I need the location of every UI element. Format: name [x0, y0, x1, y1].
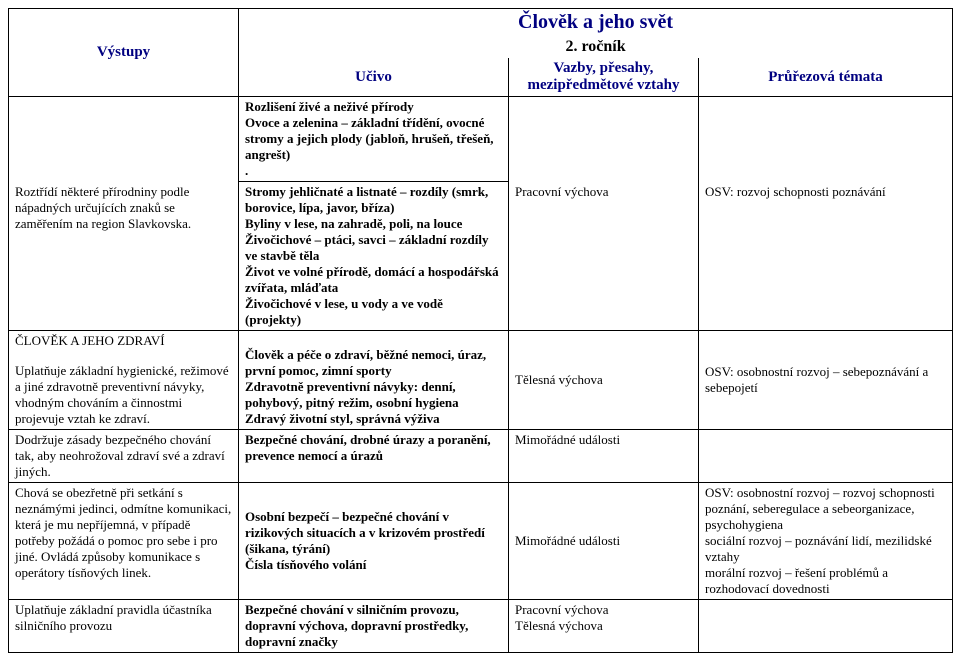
vystupy-cell: Roztřídí některé přírodniny podle nápadn… — [9, 182, 239, 331]
page-subtitle: 2. ročník — [239, 36, 953, 58]
ucivo-cell: Stromy jehličnaté a listnaté – rozdíly (… — [239, 182, 509, 331]
cell-blank — [509, 97, 699, 182]
vystupy-cell: Uplatňuje základní pravidla účastníka si… — [9, 600, 239, 653]
header-prurezova: Průřezová témata — [699, 58, 953, 97]
header-vystupy: Výstupy — [9, 9, 239, 97]
prurezova-cell — [699, 600, 953, 653]
vystupy-cell: Dodržuje zásady bezpečného chování tak, … — [9, 430, 239, 483]
intro-ucivo: Rozlišení živé a neživé přírodyOvoce a z… — [239, 97, 509, 182]
vazby-cell: Pracovní výchova — [509, 182, 699, 331]
vystupy-cell: Chová se obezřetně při setkání s neznámý… — [9, 483, 239, 600]
cell-blank — [699, 97, 953, 182]
vazby-cell: Tělesná výchova — [509, 331, 699, 430]
vazby-cell: Mimořádné události — [509, 483, 699, 600]
header-vazby: Vazby, přesahy, mezipředmětové vztahy — [509, 58, 699, 97]
vazby-cell: Mimořádné události — [509, 430, 699, 483]
vystupy-text: Uplatňuje základní hygienické, režimové … — [15, 363, 232, 427]
header-ucivo: Učivo — [239, 58, 509, 97]
prurezova-cell: OSV: osobnostní rozvoj – sebepoznávání a… — [699, 331, 953, 430]
prurezova-cell: OSV: rozvoj schopnosti poznávání — [699, 182, 953, 331]
cell-blank — [9, 97, 239, 182]
vystupy-cell: ČLOVĚK A JEHO ZDRAVÍ Uplatňuje základní … — [9, 331, 239, 430]
ucivo-cell: Osobní bezpečí – bezpečné chování v rizi… — [239, 483, 509, 600]
vazby-cell: Pracovní výchovaTělesná výchova — [509, 600, 699, 653]
prurezova-cell — [699, 430, 953, 483]
ucivo-cell: Člověk a péče o zdraví, běžné nemoci, úr… — [239, 331, 509, 430]
ucivo-cell: Bezpečné chování v silničním provozu, do… — [239, 600, 509, 653]
section-heading: ČLOVĚK A JEHO ZDRAVÍ — [15, 333, 232, 349]
ucivo-cell: Bezpečné chování, drobné úrazy a poraněn… — [239, 430, 509, 483]
prurezova-cell: OSV: osobnostní rozvoj – rozvoj schopnos… — [699, 483, 953, 600]
curriculum-table: Výstupy Člověk a jeho svět 2. ročník Uči… — [8, 8, 953, 653]
page-title: Člověk a jeho svět — [239, 9, 953, 37]
